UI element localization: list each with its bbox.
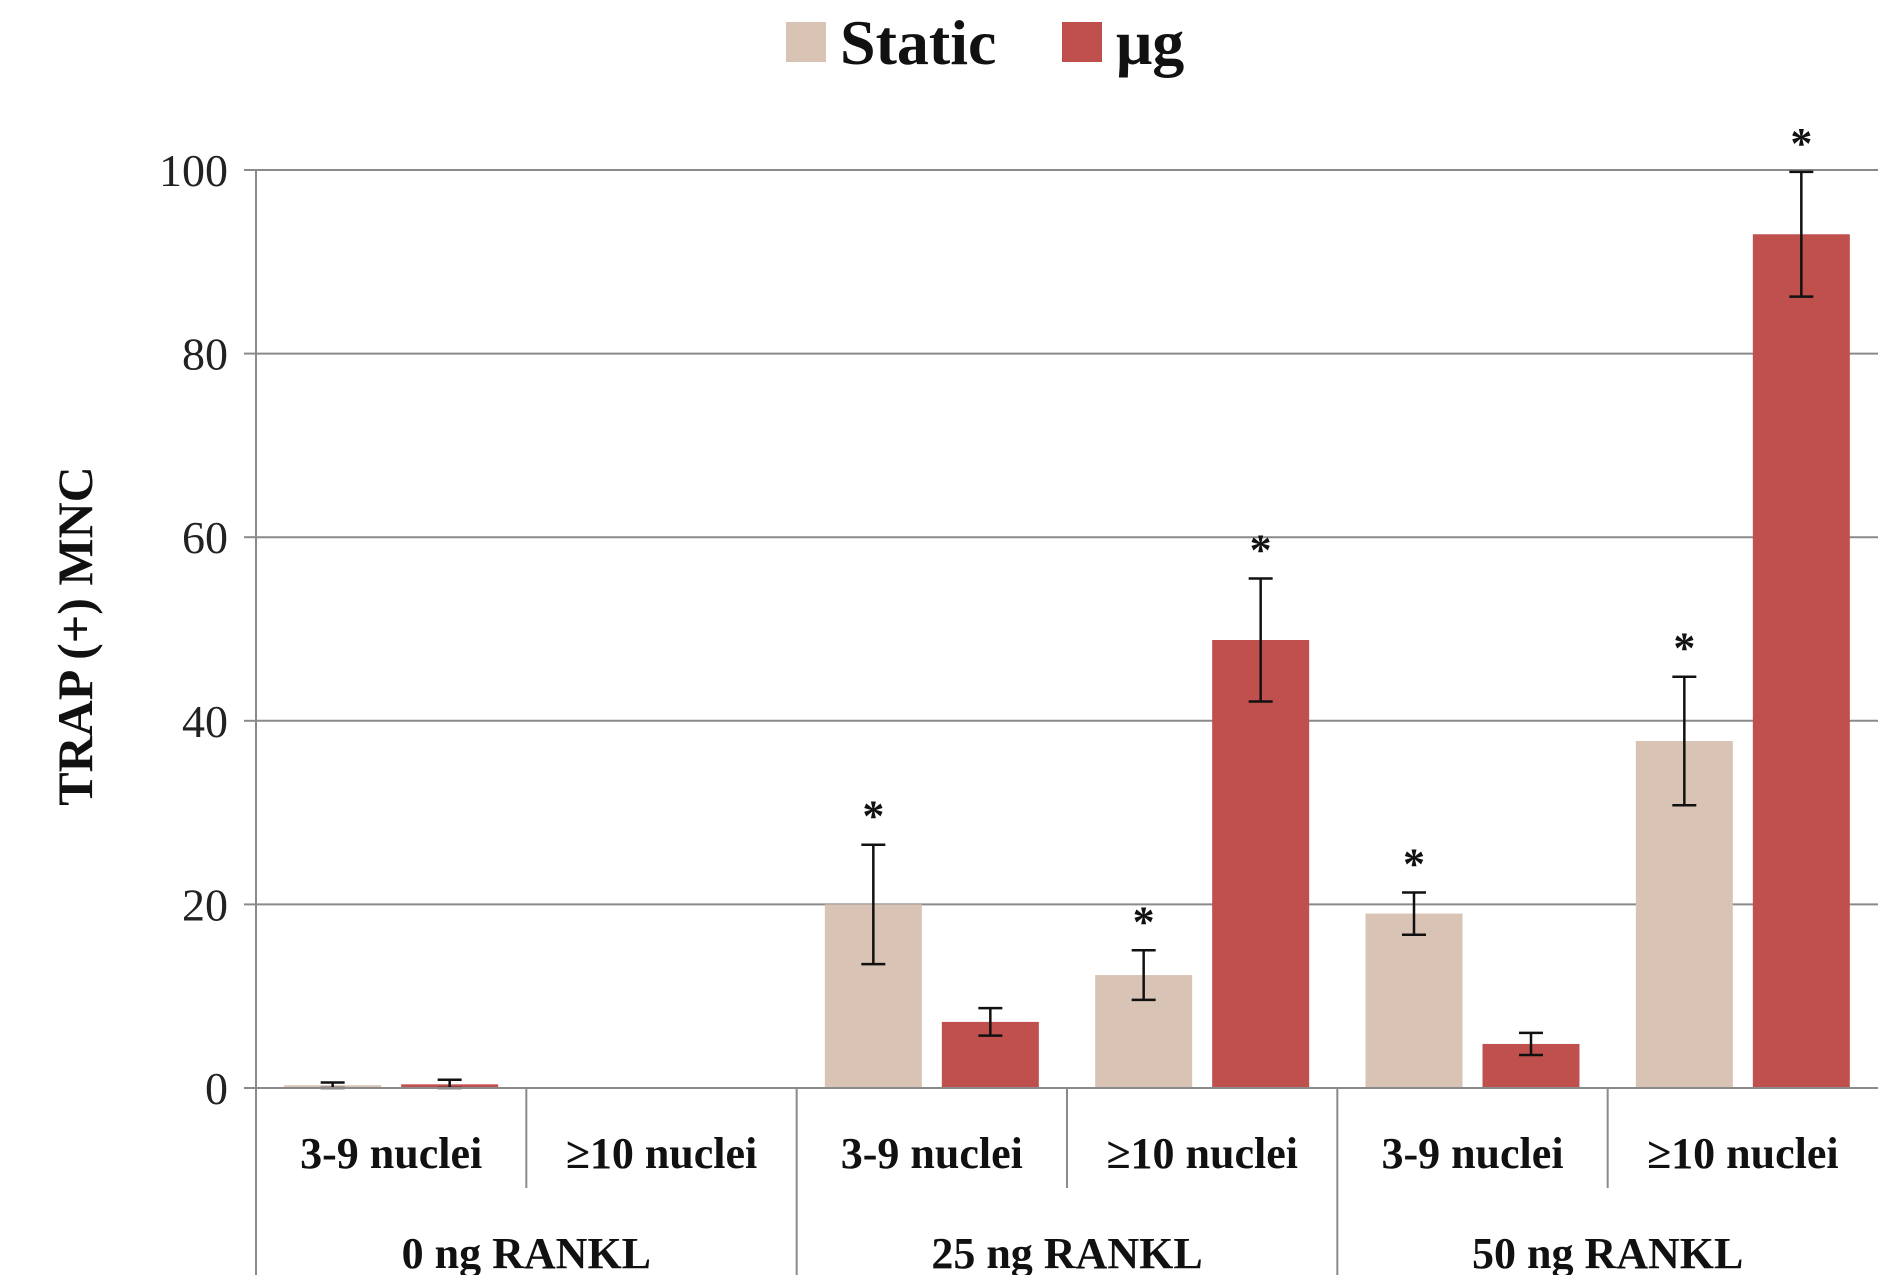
y-tick-label-0: 0 (205, 1063, 228, 1114)
y-tick-label-20: 20 (182, 879, 228, 930)
significance-star-0-5: * (1673, 624, 1695, 673)
x-subcategory-label-3: ≥10 nuclei (1106, 1129, 1298, 1178)
x-subcategory-label-5: ≥10 nuclei (1647, 1129, 1839, 1178)
axes (244, 169, 1878, 1275)
bar-g-5 (1752, 234, 1850, 1088)
bar-Static-4 (1365, 913, 1463, 1088)
y-axis-label: TRAP (+) MNC (47, 466, 103, 806)
x-category-labels: 3-9 nuclei ≥10 nuclei 3-9 nuclei ≥10 nuclei… (300, 1129, 1839, 1275)
x-subcategory-label-0: 3-9 nuclei (300, 1129, 482, 1178)
x-group-label-0: 0 ng RANKL (402, 1229, 651, 1275)
y-tick-label-80: 80 (182, 329, 228, 380)
significance-markers: * * * * * * (862, 119, 1812, 946)
significance-star-0-3: * (1133, 897, 1155, 946)
y-tick-label-100: 100 (159, 145, 228, 196)
significance-star-0-4: * (1403, 839, 1425, 888)
bars (284, 234, 1850, 1088)
significance-star-1-3: * (1250, 526, 1272, 575)
error-bars (320, 170, 1814, 1090)
y-tick-label-40: 40 (182, 696, 228, 747)
x-subcategory-label-1: ≥10 nuclei (566, 1129, 758, 1178)
significance-star-0-2: * (862, 792, 884, 841)
x-subcategory-label-2: 3-9 nuclei (841, 1129, 1023, 1178)
gridlines (256, 169, 1878, 906)
legend-swatch-0 (786, 22, 826, 62)
legend-label-0: Static (840, 7, 996, 78)
legend-label-1: μg (1116, 7, 1184, 78)
legend: Static μg (786, 7, 1184, 78)
legend-swatch-1 (1062, 22, 1102, 62)
y-tick-labels: 0 20 40 60 80 100 (159, 145, 228, 1114)
bar-g-3 (1212, 640, 1310, 1088)
significance-star-1-5: * (1790, 119, 1812, 168)
x-group-label-1: 25 ng RANKL (931, 1229, 1202, 1275)
x-group-label-2: 50 ng RANKL (1472, 1229, 1743, 1275)
y-tick-label-60: 60 (182, 512, 228, 563)
x-subcategory-label-4: 3-9 nuclei (1381, 1129, 1563, 1178)
